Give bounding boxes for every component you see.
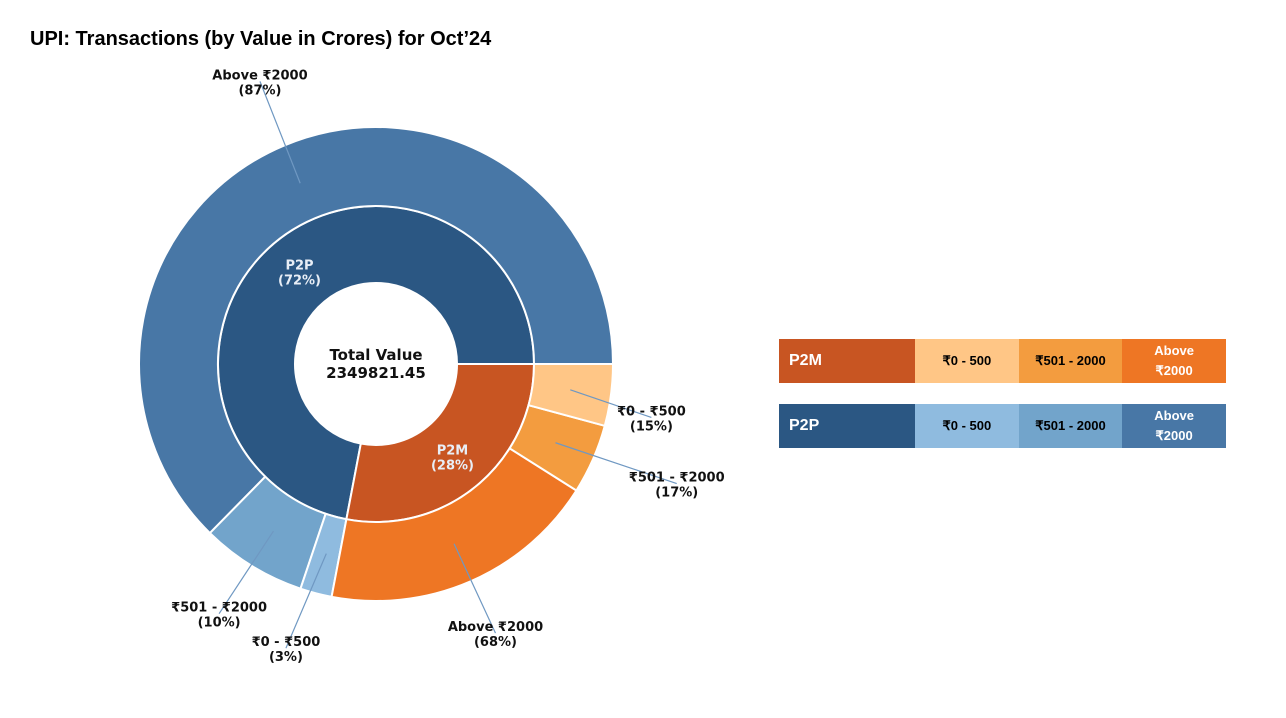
- legend-row-p2p: P2P ₹0 - 500 ₹501 - 2000 Above ₹2000: [779, 404, 1226, 448]
- outer-label-p2m-501-2000: ₹501 - ₹2000 (17%): [629, 471, 725, 501]
- outer-label-p2m-above-2000: Above ₹2000 (68%): [448, 620, 543, 650]
- outer-wedge-p2p-above-2000: [138, 126, 615, 535]
- outer-label-p2m-0-500: ₹0 - ₹500 (15%): [617, 404, 686, 434]
- inner-label-p2m: P2M (28%): [431, 443, 474, 473]
- center-label: Total Value: [329, 346, 422, 364]
- legend-category-p2m: P2M: [779, 339, 915, 383]
- outer-label-p2p-501-2000: ₹501 - ₹2000 (10%): [171, 601, 267, 631]
- center-total: 2349821.45: [326, 364, 426, 382]
- legend-band-p2m-0-500: ₹0 - 500: [915, 339, 1019, 383]
- legend-band-p2m-501-2000: ₹501 - 2000: [1018, 339, 1123, 383]
- outer-wedge-p2m-0-500: [527, 363, 615, 428]
- outer-label-p2p-0-500: ₹0 - ₹500 (3%): [252, 635, 321, 665]
- inner-label-p2p: P2P (72%): [278, 259, 321, 289]
- legend-band-p2m-above-2000: Above ₹2000: [1122, 339, 1226, 383]
- nested-donut-chart: P2P (72%) P2M (28%) Above ₹2000 (87%) ₹501 - ₹…: [138, 68, 725, 665]
- leader-line-p2p-0-500: [285, 553, 327, 649]
- legend-row-p2m: P2M ₹0 - 500 ₹501 - 2000 Above ₹2000: [779, 339, 1226, 383]
- legend-band-p2p-501-2000: ₹501 - 2000: [1018, 404, 1123, 448]
- page-title: UPI: Transactions (by Value in Crores) f…: [30, 28, 492, 50]
- legend-band-p2p-above-2000: Above ₹2000: [1122, 404, 1226, 448]
- leader-line-p2m-0-500: [570, 389, 652, 419]
- leader-line-p2p-above-2000: [259, 81, 301, 184]
- outer-label-p2p-above-2000: Above ₹2000 (87%): [212, 68, 307, 98]
- legend-category-p2p: P2P: [779, 404, 915, 448]
- donut-hole: [296, 284, 456, 444]
- leader-line-p2m-above-2000: [453, 543, 497, 634]
- leader-line-p2m-501-2000: [555, 442, 677, 485]
- legend-band-p2p-0-500: ₹0 - 500: [915, 404, 1019, 448]
- leader-line-p2p-501-2000: [218, 530, 274, 615]
